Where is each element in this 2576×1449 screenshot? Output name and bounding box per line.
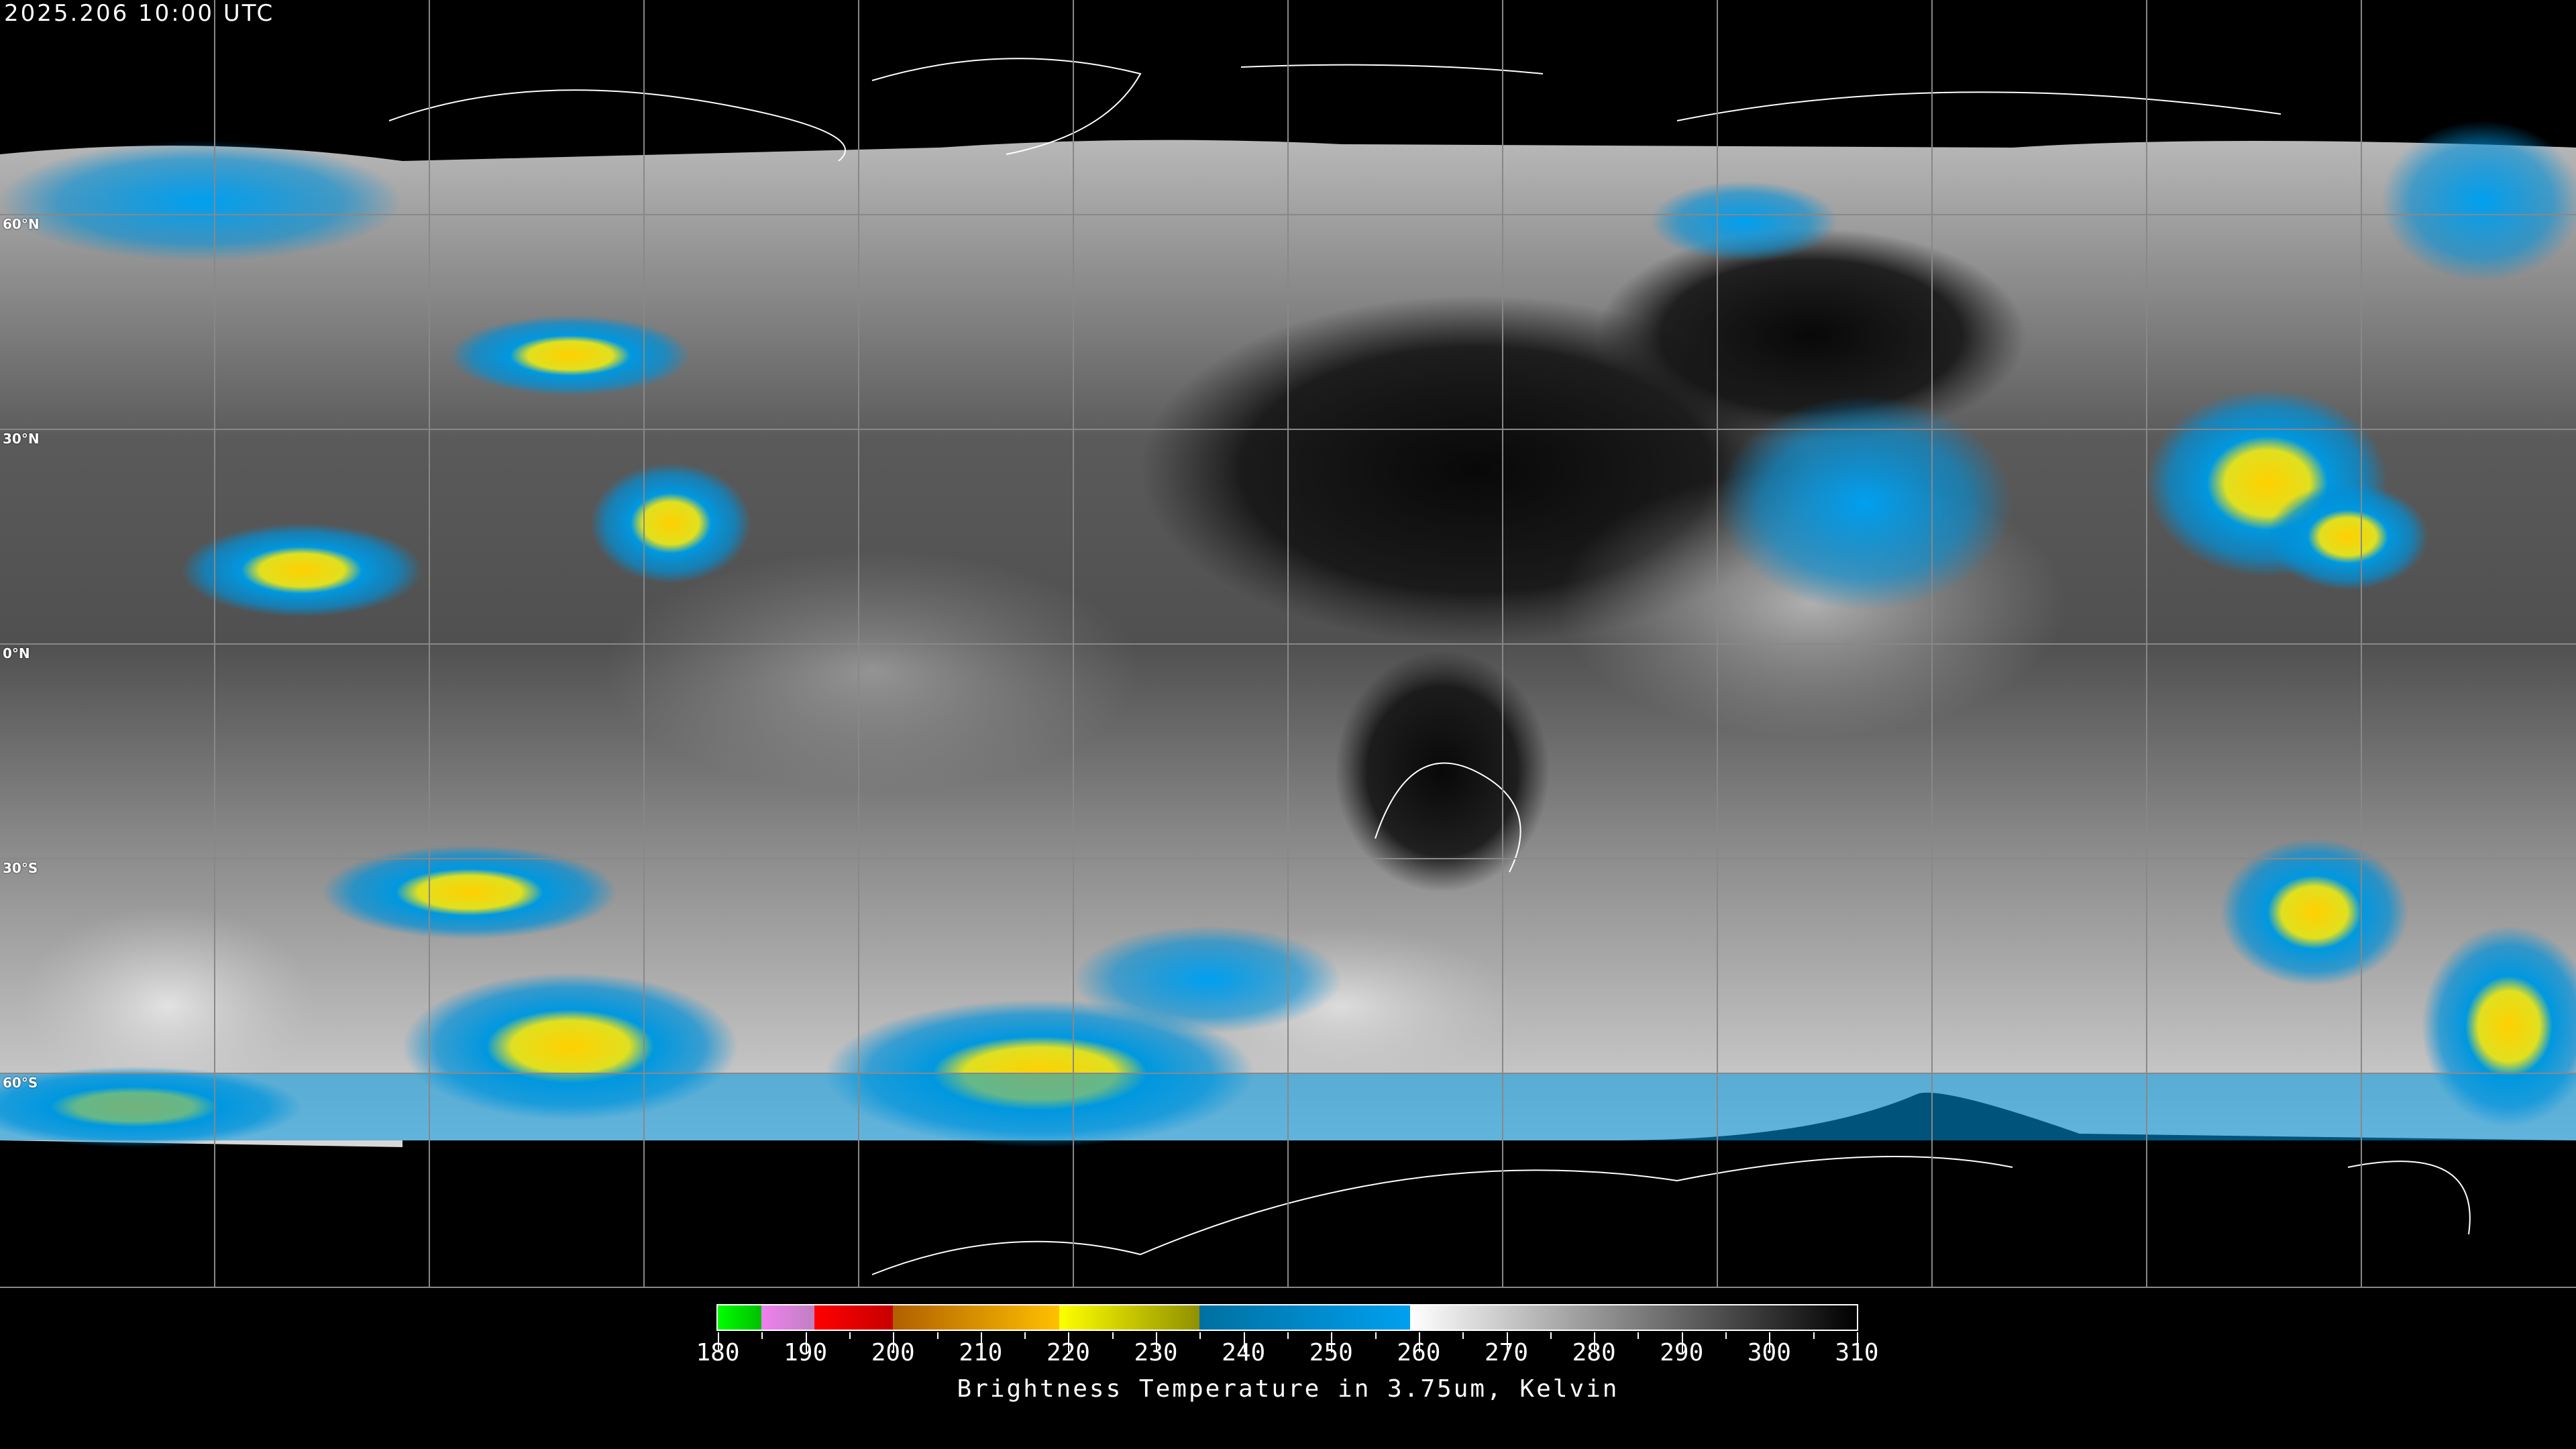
colorbar-tick xyxy=(1156,1332,1158,1352)
colorbar-tick-label: 230 xyxy=(1134,1339,1178,1366)
colorbar-tick xyxy=(893,1332,895,1352)
colorbar-tick xyxy=(1594,1332,1596,1352)
colorbar-title: Brightness Temperature in 3.75um, Kelvin xyxy=(957,1375,1619,1403)
colorbar-segment xyxy=(893,1305,1060,1330)
lat-label-60n: 60°N xyxy=(3,216,40,232)
colorbar-tick xyxy=(1024,1332,1026,1339)
colorbar-segment xyxy=(1409,1305,1857,1330)
colorbar-tick xyxy=(1550,1332,1552,1339)
colorbar-tick-label: 190 xyxy=(784,1339,828,1366)
colorbar-segment xyxy=(718,1305,762,1330)
coastlines xyxy=(388,58,2471,1275)
timestamp: 2025.206 10:00 UTC xyxy=(4,0,275,27)
colorbar-tick-label: 250 xyxy=(1309,1339,1353,1366)
colorbar-tick xyxy=(1331,1332,1333,1352)
colorbar-tick xyxy=(1287,1332,1289,1339)
colorbar-tick xyxy=(1857,1332,1858,1352)
colorbar-tick-label: 290 xyxy=(1660,1339,1704,1366)
colorbar-tick-label: 220 xyxy=(1046,1339,1090,1366)
colorbar-tick xyxy=(1112,1332,1114,1339)
map-bottom-border xyxy=(0,1287,2576,1288)
colorbar xyxy=(716,1304,1858,1331)
lat-label-30n: 30°N xyxy=(3,431,40,447)
colorbar-tick-label: 240 xyxy=(1222,1339,1266,1366)
colorbar-tick xyxy=(1638,1332,1640,1339)
colorbar-tick-label: 280 xyxy=(1572,1339,1616,1366)
colorbar-tick xyxy=(1199,1332,1201,1339)
colorbar-tick xyxy=(936,1332,938,1339)
colorbar-tick xyxy=(1418,1332,1420,1352)
colorbar-tick-label: 180 xyxy=(696,1339,740,1366)
colorbar-segment xyxy=(761,1305,814,1330)
colorbar-tick xyxy=(1725,1332,1727,1339)
colorbar-segment xyxy=(1059,1305,1200,1330)
colorbar-tick xyxy=(849,1332,851,1339)
colorbar-segment xyxy=(1199,1305,1410,1330)
colorbar-tick xyxy=(761,1332,763,1339)
colorbar-tick xyxy=(1681,1332,1683,1352)
colorbar-tick-label: 200 xyxy=(871,1339,915,1366)
colorbar-tick-label: 300 xyxy=(1747,1339,1791,1366)
satellite-map xyxy=(0,0,2576,1288)
colorbar-tick xyxy=(805,1332,807,1352)
colorbar-tick xyxy=(1462,1332,1464,1339)
colorbar-tick-label: 210 xyxy=(959,1339,1003,1366)
colorbar-tick xyxy=(980,1332,982,1352)
colorbar-segment xyxy=(814,1305,894,1330)
colorbar-tick-label: 260 xyxy=(1397,1339,1441,1366)
lat-label-0: 0°N xyxy=(3,645,30,661)
colorbar-tick xyxy=(1375,1332,1377,1339)
colorbar-tick xyxy=(1813,1332,1815,1339)
colorbar-tick xyxy=(1506,1332,1508,1352)
graticule xyxy=(0,0,2576,1288)
colorbar-tick xyxy=(1068,1332,1070,1352)
colorbar-tick xyxy=(718,1332,719,1352)
colorbar-tick-label: 270 xyxy=(1485,1339,1529,1366)
colorbar-tick xyxy=(1769,1332,1771,1352)
lat-label-30s: 30°S xyxy=(3,860,38,876)
lat-label-60s: 60°S xyxy=(3,1075,38,1091)
colorbar-tick-label: 310 xyxy=(1835,1339,1879,1366)
colorbar-tick xyxy=(1243,1332,1245,1352)
